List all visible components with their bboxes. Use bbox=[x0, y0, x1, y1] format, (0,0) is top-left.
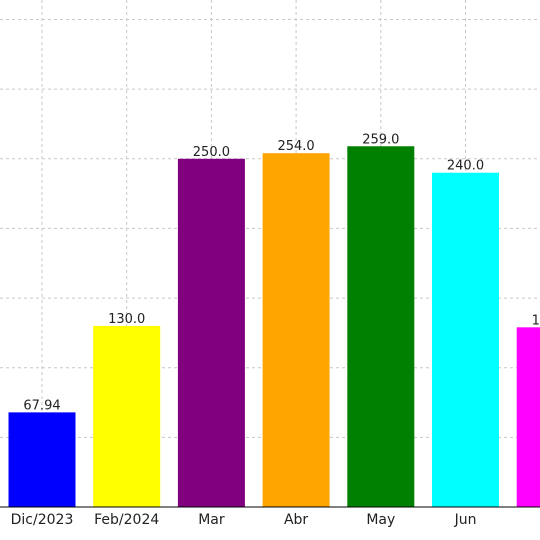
value-label: 67.94 bbox=[23, 398, 60, 413]
bar bbox=[516, 327, 540, 507]
value-label: 129.0 bbox=[532, 313, 540, 328]
value-label: 130.0 bbox=[108, 312, 145, 327]
bar bbox=[8, 412, 76, 507]
value-label: 240.0 bbox=[447, 159, 484, 174]
x-tick-label: May bbox=[366, 512, 395, 528]
value-label: 254.0 bbox=[277, 139, 314, 154]
bar bbox=[262, 153, 330, 507]
x-tick-label: Jun bbox=[454, 512, 477, 528]
bar bbox=[347, 146, 415, 507]
bar bbox=[93, 325, 161, 507]
x-tick-label: Mar bbox=[198, 512, 225, 528]
x-tick-label: Dic/2023 bbox=[11, 512, 74, 528]
value-label: 250.0 bbox=[193, 145, 230, 160]
value-label: 259.0 bbox=[362, 132, 399, 147]
bar bbox=[177, 158, 245, 508]
x-tick-label: Abr bbox=[284, 512, 308, 528]
x-tick-label: Feb/2024 bbox=[94, 512, 159, 528]
bar bbox=[432, 172, 499, 507]
